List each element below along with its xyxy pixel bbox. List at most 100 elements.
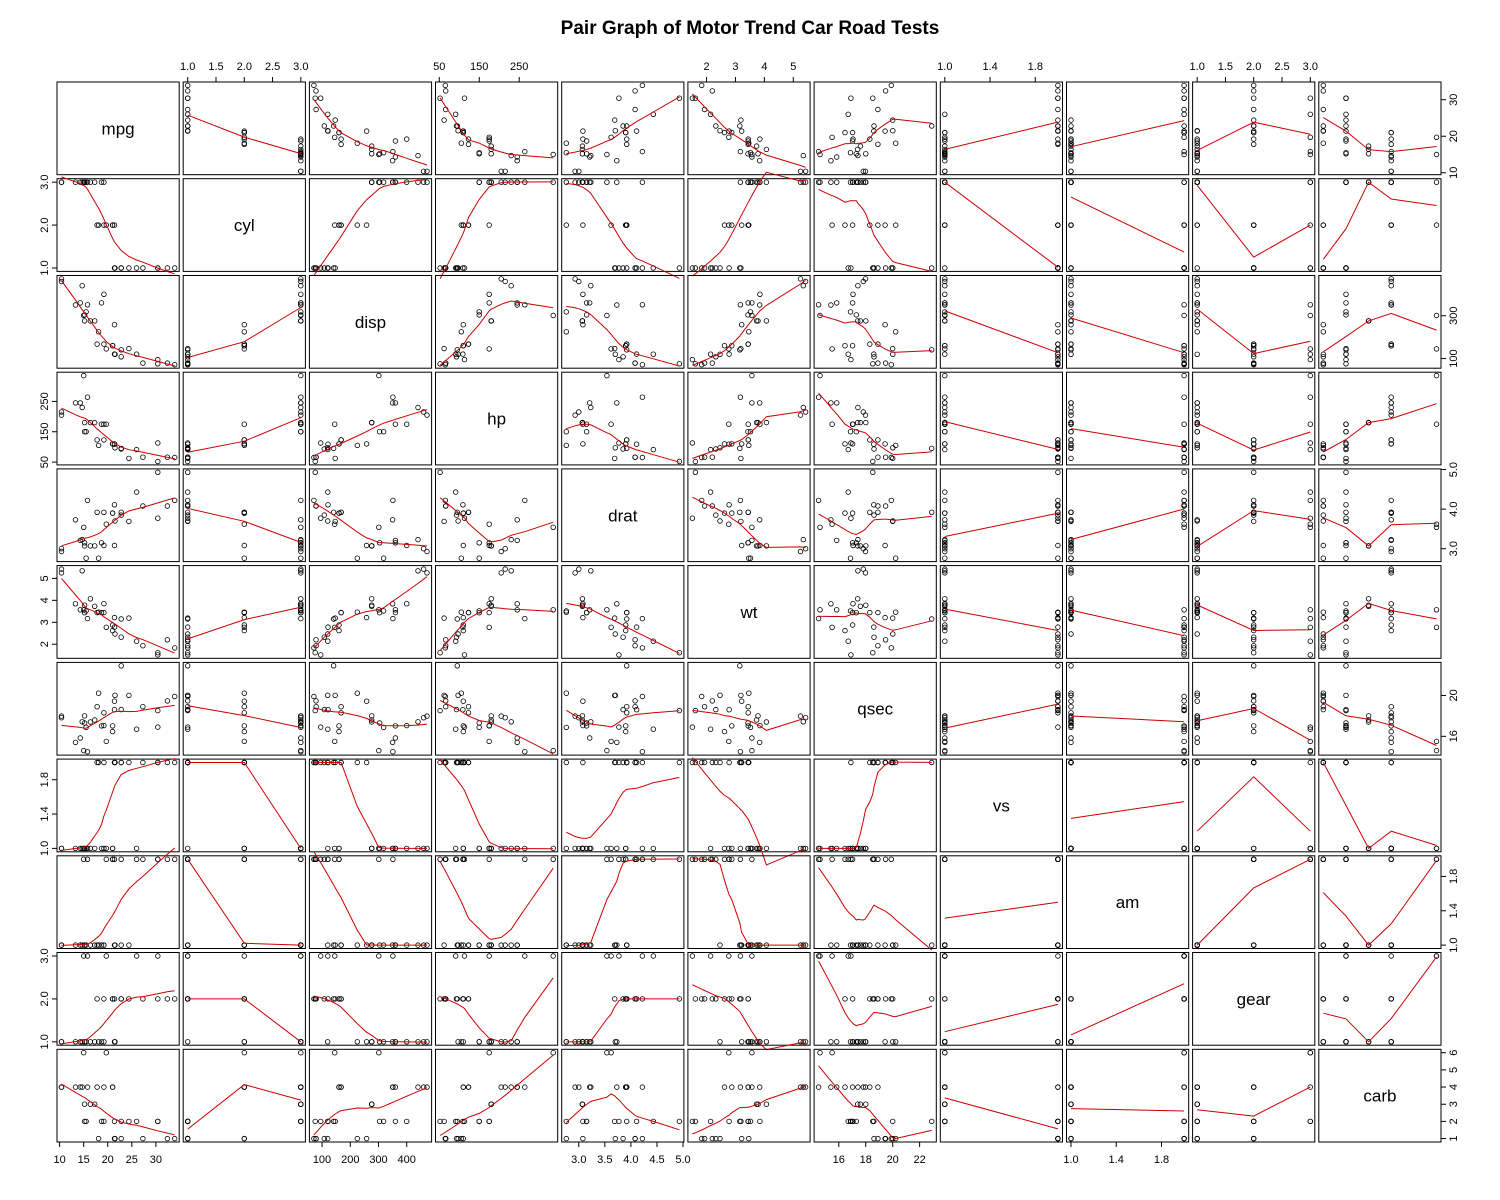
- point-gear-vs-disp: [376, 953, 382, 959]
- point-disp-vs-mpg: [72, 302, 79, 308]
- point-am-vs-hp: [465, 942, 472, 948]
- point-qsec-vs-mpg: [98, 723, 105, 729]
- point-cyl-vs-wt: [745, 179, 751, 185]
- point-disp-vs-drat: [604, 312, 610, 319]
- point-mpg-vs-am: [1068, 117, 1074, 123]
- point-gear-vs-carb: [1320, 996, 1326, 1002]
- point-am-vs-hp: [486, 856, 492, 862]
- point-qsec-vs-carb: [1320, 692, 1326, 698]
- point-drat-vs-vs: [942, 489, 948, 495]
- point-vs-vs-gear: [1194, 759, 1200, 766]
- point-wt-vs-vs: [942, 622, 948, 628]
- point-cyl-vs-mpg: [133, 265, 140, 271]
- point-cyl-vs-drat: [616, 265, 622, 271]
- point-wt-vs-vs: [1055, 637, 1061, 643]
- point-wt-vs-hp: [488, 596, 494, 602]
- point-wt-vs-vs: [1055, 645, 1061, 651]
- point-vs-vs-mpg: [111, 759, 118, 766]
- point-disp-vs-carb: [1388, 278, 1394, 285]
- point-am-vs-gear: [1307, 856, 1313, 862]
- point-mpg-vs-disp: [369, 143, 375, 149]
- point-carb-vs-hp: [437, 1118, 443, 1125]
- point-disp-vs-am: [1181, 356, 1187, 363]
- point-disp-vs-qsec: [842, 343, 848, 349]
- point-hp-vs-qsec: [890, 445, 896, 451]
- point-qsec-vs-mpg: [155, 707, 161, 714]
- point-disp-vs-gear: [1250, 360, 1257, 366]
- point-drat-vs-hp: [502, 546, 508, 552]
- point-qsec-vs-am: [1181, 707, 1187, 713]
- point-disp-vs-cyl: [184, 362, 191, 368]
- bottom-tick-label-qsec: 18: [860, 1154, 872, 1166]
- point-drat-vs-am: [1181, 515, 1187, 521]
- panel-frame-mpg-vs: [939, 81, 1063, 176]
- right-tick-label-am: 1.4: [1448, 903, 1460, 918]
- point-qsec-vs-drat: [614, 739, 620, 746]
- point-hp-vs-qsec: [855, 404, 861, 411]
- point-hp-vs-qsec: [815, 394, 822, 400]
- point-disp-vs-hp: [460, 322, 466, 328]
- point-disp-vs-gear: [1194, 283, 1200, 289]
- point-gear-vs-mpg: [98, 1039, 105, 1045]
- point-disp-vs-mpg: [109, 343, 116, 349]
- point-vs-vs-gear: [1250, 845, 1257, 852]
- left-tick-label-hp: 50: [39, 456, 51, 468]
- panel-frame-carb-mpg: [56, 1048, 180, 1143]
- point-drat-vs-disp: [354, 555, 360, 561]
- point-qsec-vs-gear: [1307, 747, 1313, 754]
- point-qsec-vs-drat: [583, 723, 590, 729]
- point-am-vs-mpg: [111, 856, 118, 862]
- point-cyl-vs-vs: [942, 222, 948, 228]
- point-mpg-vs-vs: [1055, 88, 1061, 94]
- smoother-line-mpg-vs-carb: [1323, 117, 1437, 153]
- point-wt-vs-am: [1181, 627, 1187, 634]
- point-wt-vs-disp: [392, 609, 399, 616]
- point-mpg-vs-disp: [332, 134, 338, 140]
- point-drat-vs-disp: [369, 543, 375, 549]
- point-vs-vs-wt: [800, 845, 806, 852]
- point-hp-vs-mpg: [81, 419, 88, 426]
- point-qsec-vs-drat: [632, 698, 638, 704]
- point-mpg-vs-drat: [614, 157, 620, 164]
- point-gear-vs-drat: [608, 953, 614, 959]
- point-hp-vs-qsec: [870, 458, 876, 465]
- point-vs-vs-mpg: [109, 845, 116, 852]
- point-carb-vs-mpg: [95, 1135, 102, 1142]
- point-am-vs-hp: [502, 942, 508, 948]
- point-qsec-vs-disp: [336, 728, 342, 735]
- point-qsec-vs-drat: [632, 704, 638, 710]
- point-hp-vs-qsec: [875, 437, 881, 443]
- point-cyl-vs-mpg: [72, 179, 79, 185]
- smoother-line-vs-vs-mpg: [61, 758, 175, 851]
- point-carb-vs-mpg: [58, 1084, 65, 1090]
- panel-frame-wt-cyl: [182, 565, 306, 659]
- panel-frame-disp-disp: [308, 275, 433, 369]
- point-mpg-vs-hp: [486, 134, 492, 140]
- point-mpg-vs-gear: [1194, 157, 1200, 164]
- point-drat-vs-hp: [454, 509, 460, 515]
- point-carb-vs-mpg: [80, 1049, 87, 1056]
- smoother-line-mpg-vs-drat: [566, 96, 680, 155]
- point-qsec-vs-disp: [363, 698, 370, 704]
- point-wt-vs-qsec: [847, 608, 854, 614]
- point-carb-vs-drat: [563, 1118, 569, 1125]
- point-qsec-vs-gear: [1194, 690, 1200, 696]
- point-gear-vs-wt: [802, 1039, 809, 1045]
- point-drat-vs-qsec: [871, 512, 877, 518]
- smoother-line-hp-vs-am: [1070, 428, 1185, 448]
- point-disp-vs-wt: [757, 302, 763, 308]
- point-drat-vs-qsec: [882, 503, 889, 509]
- point-wt-vs-am: [1068, 568, 1074, 574]
- point-am-vs-wt: [737, 856, 744, 862]
- point-am-vs-mpg: [112, 942, 118, 948]
- point-drat-vs-am: [1068, 542, 1074, 549]
- point-disp-vs-qsec: [847, 309, 854, 315]
- point-hp-vs-qsec: [857, 419, 864, 426]
- point-vs-vs-drat: [623, 845, 629, 852]
- point-qsec-vs-disp: [390, 749, 396, 755]
- panel-frame-vs-vs: [939, 758, 1063, 853]
- point-disp-vs-wt: [757, 291, 763, 297]
- panel-frame-vs-wt: [687, 758, 811, 853]
- point-hp-vs-gear: [1250, 441, 1257, 447]
- point-hp-vs-wt: [709, 454, 715, 460]
